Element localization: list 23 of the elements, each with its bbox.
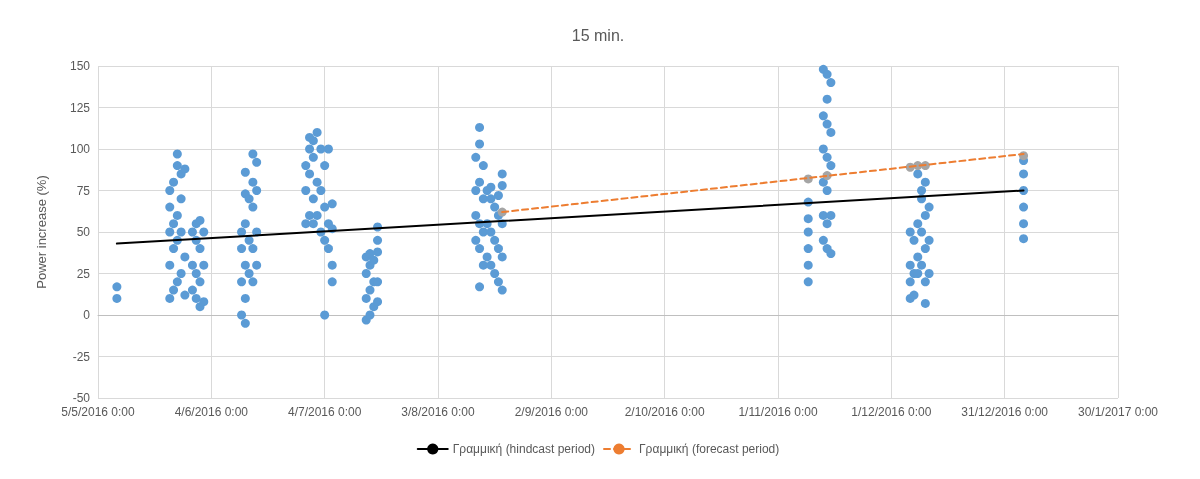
y-tick-label: -25 xyxy=(72,349,91,364)
x-tick-label: 4/7/2016 0:00 xyxy=(287,405,362,419)
y-tick-label: 50 xyxy=(76,225,91,239)
y-axis-title: Power increase (%) xyxy=(34,175,49,289)
x-tick-label: 2/10/2016 0:00 xyxy=(624,405,706,419)
y-tick-label: 150 xyxy=(69,59,91,73)
y-tick-label: 125 xyxy=(69,100,91,115)
legend-label: Γραμμική (hindcast period) xyxy=(452,442,596,456)
chart-title: 15 min. xyxy=(571,26,625,44)
y-tick-label: 25 xyxy=(76,266,91,281)
y-tick-label: 100 xyxy=(69,142,91,156)
x-tick-label: 1/12/2016 0:00 xyxy=(851,405,932,419)
y-tick-label: -50 xyxy=(72,391,91,405)
x-tick-label: 5/5/2016 0:00 xyxy=(61,405,136,419)
x-tick-label: 1/11/2016 0:00 xyxy=(738,405,818,419)
x-tick-label: 2/9/2016 0:00 xyxy=(514,405,589,419)
x-tick-label: 3/8/2016 0:00 xyxy=(401,405,476,419)
y-tick-label: 0 xyxy=(83,308,91,322)
legend-label: Γραμμική (forecast period) xyxy=(639,442,780,456)
x-tick-label: 4/6/2016 0:00 xyxy=(174,405,249,419)
y-tick-label: 75 xyxy=(76,183,91,198)
x-tick-label: 30/1/2017 0:00 xyxy=(1077,405,1159,419)
x-tick-label: 31/12/2016 0:00 xyxy=(961,405,1049,419)
